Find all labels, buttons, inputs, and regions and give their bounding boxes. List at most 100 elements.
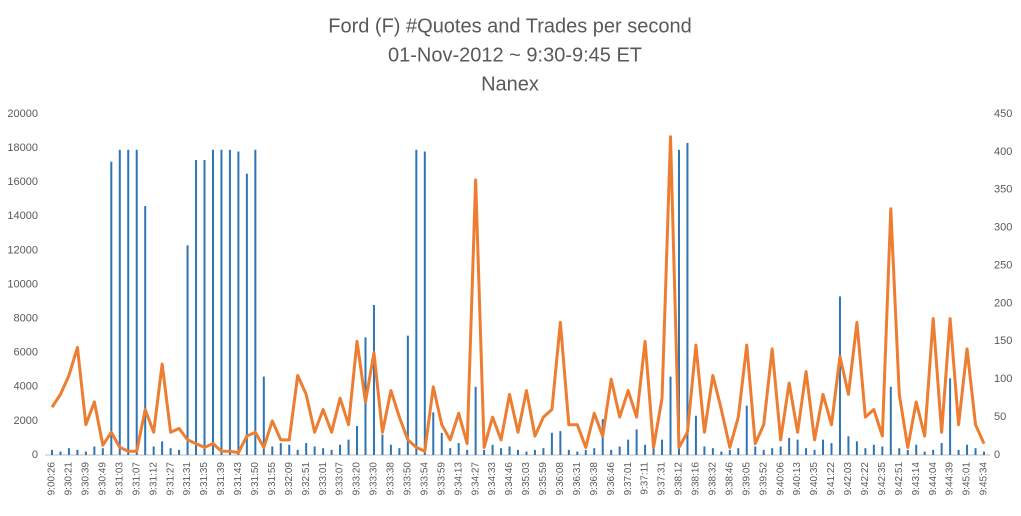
bar <box>754 446 757 455</box>
bar <box>983 451 985 455</box>
bar <box>356 426 359 455</box>
bar <box>423 151 426 455</box>
bar <box>389 444 392 455</box>
bar <box>440 432 443 455</box>
chart-title: Ford (F) #Quotes and Trades per second <box>328 15 692 37</box>
x-tick-label: 9:35:59 <box>538 462 549 496</box>
bar <box>483 449 486 455</box>
x-tick-label: 9:33:50 <box>402 462 413 496</box>
bar <box>118 149 121 455</box>
y-tick-label: 8000 <box>14 313 38 325</box>
bar <box>144 206 147 455</box>
bar <box>381 434 384 455</box>
x-tick-label: 9:33:54 <box>419 462 430 496</box>
bar <box>762 449 765 455</box>
bar <box>610 449 613 455</box>
bar <box>415 149 418 455</box>
bar <box>720 451 723 455</box>
bar <box>550 432 553 455</box>
bar <box>76 449 79 455</box>
bar <box>779 446 782 455</box>
bar <box>178 449 181 455</box>
y2-tick-label: 50 <box>994 411 1006 423</box>
bar <box>559 431 562 455</box>
bar <box>67 448 70 455</box>
bar <box>93 446 96 455</box>
y-tick-label: 4000 <box>14 381 38 393</box>
bar <box>296 449 299 455</box>
bar <box>576 451 579 455</box>
x-tick-label: 9:00:26 <box>47 462 58 496</box>
bar <box>889 386 892 455</box>
chart-author: Nanex <box>481 73 539 95</box>
x-tick-label: 9:37:11 <box>640 462 651 495</box>
y2-tick-label: 200 <box>994 297 1012 309</box>
x-tick-label: 9:45:34 <box>979 462 990 496</box>
x-tick-label: 9:33:30 <box>369 462 380 496</box>
bar <box>923 451 926 455</box>
bar <box>788 437 791 455</box>
bar <box>677 149 680 455</box>
y2-tick-label: 100 <box>994 373 1012 385</box>
bar <box>500 448 503 455</box>
bar <box>830 443 833 455</box>
x-tick-label: 9:34:13 <box>453 462 464 496</box>
bar <box>974 448 977 455</box>
bar <box>51 449 53 455</box>
x-tick-label: 9:42:51 <box>894 462 905 496</box>
bar <box>347 439 350 455</box>
bar <box>525 451 528 455</box>
bar <box>627 439 630 455</box>
x-tick-label: 9:42:35 <box>877 462 888 496</box>
bar <box>110 161 113 456</box>
x-tick-label: 9:40:35 <box>809 462 820 496</box>
x-tick-label: 9:37:31 <box>657 462 668 496</box>
bar <box>813 449 816 455</box>
x-tick-label: 9:34:27 <box>470 462 481 496</box>
bar <box>669 376 672 455</box>
bar <box>101 448 104 455</box>
bar <box>898 448 901 455</box>
bar <box>271 446 274 455</box>
bar <box>432 412 435 455</box>
bar <box>728 449 731 455</box>
bar <box>932 449 935 455</box>
y2-tick-label: 150 <box>994 335 1012 347</box>
bar <box>864 448 867 455</box>
bar <box>228 149 231 455</box>
bar <box>949 378 952 455</box>
bar <box>508 446 511 455</box>
bar <box>635 429 638 455</box>
x-tick-label: 9:38:46 <box>724 462 735 496</box>
bar <box>195 160 198 455</box>
y2-tick-label: 450 <box>994 108 1012 120</box>
bar <box>711 448 714 455</box>
bar <box>211 149 214 455</box>
x-tick-label: 9:33:59 <box>436 462 447 496</box>
x-tick-label: 9:31:43 <box>233 462 244 496</box>
x-tick-label: 9:36:08 <box>555 462 566 496</box>
y-tick-label: 14000 <box>7 210 38 222</box>
bar <box>203 160 206 455</box>
x-tick-label: 9:33:01 <box>318 462 329 496</box>
x-tick-label: 9:31:27 <box>165 462 176 496</box>
bar <box>161 441 164 455</box>
bar <box>127 149 130 455</box>
bar <box>542 448 545 455</box>
bar <box>915 444 918 455</box>
x-tick-label: 9:42:03 <box>843 462 854 496</box>
x-tick-label: 9:33:20 <box>352 462 363 496</box>
bar <box>466 449 469 455</box>
bar <box>966 444 969 455</box>
y2-tick-label: 400 <box>994 146 1012 158</box>
x-tick-label: 9:31:31 <box>182 462 193 496</box>
bar <box>254 149 257 455</box>
bar <box>398 448 401 455</box>
x-tick-label: 9:30:49 <box>97 462 108 496</box>
x-tick-label: 9:36:46 <box>606 462 617 496</box>
y2-tick-label: 300 <box>994 222 1012 234</box>
bar <box>220 149 223 455</box>
x-tick-label: 9:34:33 <box>487 462 498 496</box>
x-tick-label: 9:36:38 <box>589 462 600 496</box>
